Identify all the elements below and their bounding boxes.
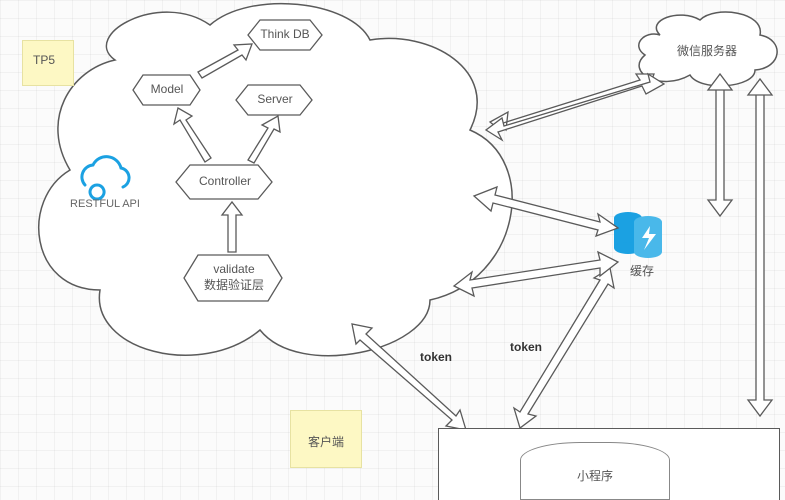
arrow-controller-model	[174, 108, 211, 162]
sticky-tp5-label: TP5	[33, 53, 55, 67]
label-token-1: token	[420, 350, 452, 364]
sticky-tp5: TP5	[22, 40, 74, 86]
label-model: Model	[140, 82, 194, 96]
arrow-cloud-cache	[474, 187, 618, 236]
label-restful-api: RESTFUL API	[70, 198, 140, 210]
big-cloud-shape	[39, 4, 512, 356]
arrow-cloud-wechat	[486, 74, 664, 140]
label-controller: Controller	[190, 174, 260, 188]
label-miniprogram: 小程序	[577, 469, 613, 483]
sticky-client-label: 客户端	[308, 435, 344, 449]
sticky-client: 客户端	[290, 410, 362, 468]
label-wechat-server: 微信服务器	[672, 42, 742, 59]
arrow-validate-controller	[222, 202, 242, 252]
label-token-2: token	[510, 340, 542, 354]
arrow-cache-cloud2	[454, 252, 618, 296]
miniprogram-box: 小程序	[520, 442, 670, 500]
label-cache: 缓存	[622, 262, 662, 279]
arrow-controller-server	[248, 116, 280, 163]
label-server: Server	[248, 92, 302, 106]
arrow-cloud-client-token	[352, 324, 466, 430]
label-validate: validate 数据验证层	[194, 262, 274, 293]
cache-db-icon	[614, 212, 662, 258]
arrow-wechat-client	[748, 79, 772, 416]
arrow-model-thinkdb	[198, 44, 252, 78]
shapes-layer	[0, 0, 785, 500]
label-thinkdb: Think DB	[255, 27, 315, 41]
restful-api-icon	[82, 157, 129, 199]
diagram-canvas: TP5 客户端 Think DB Model Server Controller…	[0, 0, 785, 500]
arrow-cache-wechat	[708, 74, 732, 216]
